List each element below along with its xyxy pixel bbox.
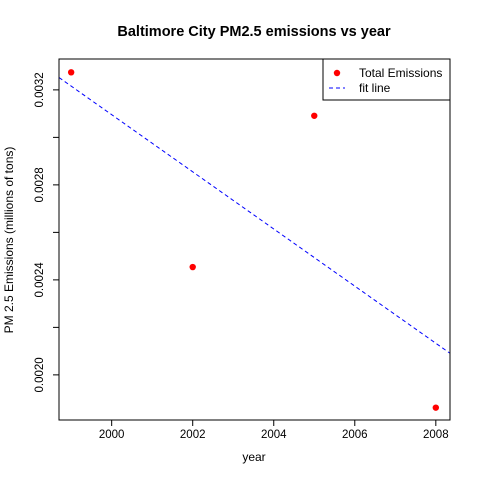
y-axis-label: PM 2.5 Emissions (millions of tons) bbox=[2, 147, 16, 334]
data-point bbox=[311, 112, 318, 119]
y-axis: 0.0020 0.0024 0.0028 0.0032 bbox=[34, 72, 59, 392]
legend-point-symbol bbox=[333, 69, 341, 77]
plot-frame bbox=[58, 58, 451, 421]
y-tick-label: 0.0024 bbox=[34, 262, 46, 298]
series-layer bbox=[58, 69, 451, 411]
x-tick-label: 2006 bbox=[342, 429, 368, 441]
x-tick-label: 2004 bbox=[261, 429, 287, 441]
data-point bbox=[432, 404, 440, 411]
x-axis: 2000 2002 2004 2006 2008 bbox=[99, 420, 449, 441]
y-tick-label: 0.0020 bbox=[34, 357, 46, 392]
x-axis-label: year bbox=[242, 450, 265, 464]
fit-line bbox=[58, 77, 451, 354]
data-point bbox=[189, 263, 196, 271]
x-tick-label: 2002 bbox=[180, 429, 206, 441]
legend-entry-label: Total Emissions bbox=[359, 66, 442, 80]
y-tick-label: 0.0028 bbox=[34, 167, 46, 202]
chart-title: Baltimore City PM2.5 emissions vs year bbox=[117, 24, 391, 40]
y-tick-label: 0.0032 bbox=[34, 72, 46, 107]
x-tick-label: 2000 bbox=[99, 429, 125, 441]
legend-entry-label: fit line bbox=[359, 81, 391, 95]
x-tick-label: 2008 bbox=[423, 429, 449, 441]
data-point bbox=[67, 69, 75, 76]
